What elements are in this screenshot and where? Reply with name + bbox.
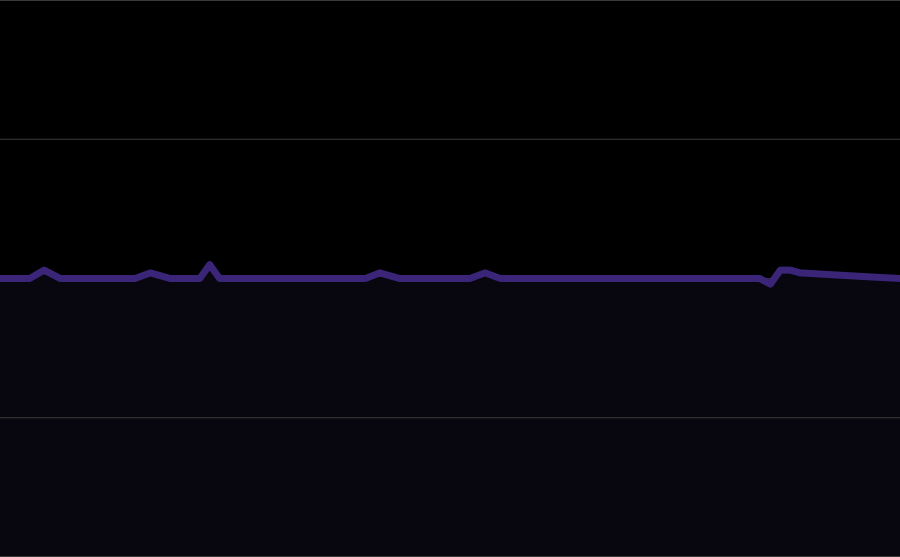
series-line-0	[0, 261, 900, 288]
area-fill-layer	[0, 264, 900, 557]
series-area-0	[0, 264, 900, 557]
series-line-layer	[0, 261, 900, 288]
